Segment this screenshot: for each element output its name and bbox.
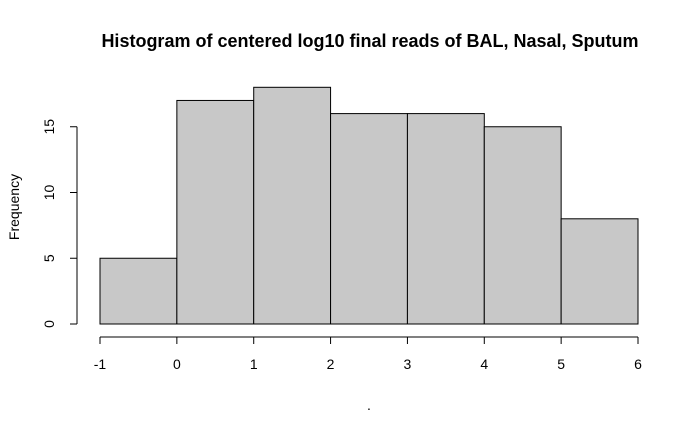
y-tick-label: 0 bbox=[41, 320, 57, 328]
x-tick-label: 1 bbox=[250, 356, 258, 372]
y-tick-label: 15 bbox=[41, 119, 57, 135]
x-axis-label: . bbox=[367, 397, 371, 413]
chart-title: Histogram of centered log10 final reads … bbox=[101, 31, 638, 51]
x-tick-label: 5 bbox=[557, 356, 565, 372]
histogram-bar-2 bbox=[253, 86, 332, 325]
x-tick-label: 6 bbox=[634, 356, 642, 372]
bars-group bbox=[99, 86, 639, 325]
histogram-bar-1 bbox=[176, 99, 255, 325]
histogram-bar-6 bbox=[560, 218, 639, 325]
x-tick-label: 3 bbox=[404, 356, 412, 372]
x-tick-label: -1 bbox=[94, 356, 107, 372]
y-tick-label: 5 bbox=[41, 254, 57, 262]
x-axis: -1 0 1 2 3 4 5 6 bbox=[94, 336, 642, 372]
x-tick-label: 0 bbox=[173, 356, 181, 372]
y-tick-label: 10 bbox=[41, 185, 57, 201]
histogram-bar-3 bbox=[330, 113, 408, 325]
y-axis: 0 5 10 15 bbox=[41, 119, 78, 328]
histogram-bar-4 bbox=[406, 113, 485, 325]
histogram-bar-5 bbox=[483, 126, 562, 325]
x-tick-label: 4 bbox=[480, 356, 488, 372]
histogram-bar-0 bbox=[99, 257, 178, 325]
y-axis-label: Frequency bbox=[6, 174, 22, 240]
x-tick-label: 2 bbox=[327, 356, 335, 372]
